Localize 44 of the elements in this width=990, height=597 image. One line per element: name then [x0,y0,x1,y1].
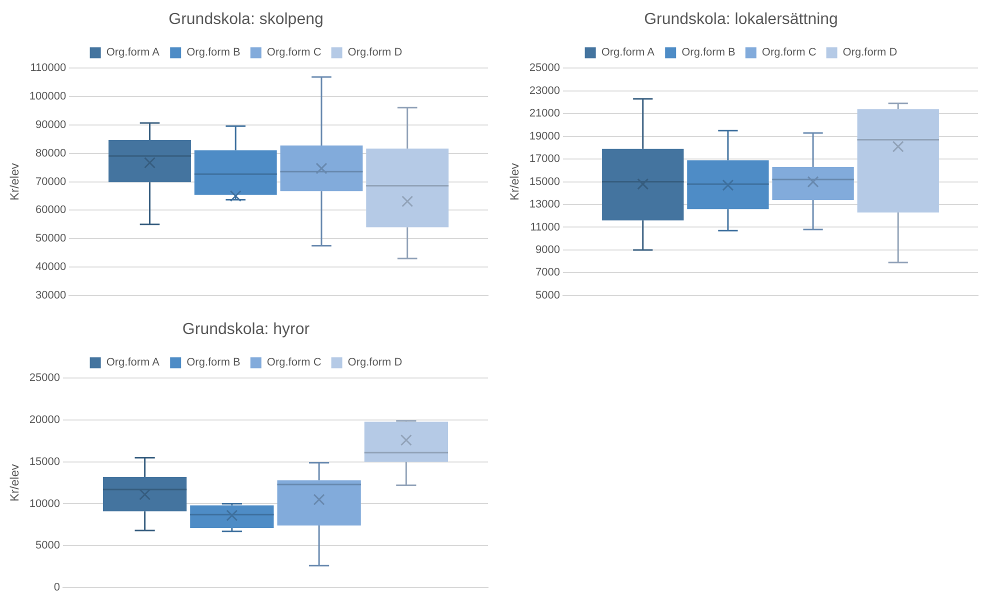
chart-title: Grundskola: hyror [182,321,310,338]
y-tick-label: 21000 [529,108,560,120]
y-tick-label: 60000 [36,204,66,216]
y-tick-label: 25000 [29,372,60,384]
y-tick-label: 30000 [36,289,66,302]
legend-label: Org.form D [842,46,898,59]
y-tick-label: 19000 [529,130,560,142]
y-tick-label: 100000 [29,90,66,103]
y-tick-label: 23000 [529,84,560,97]
legend-label: Org.form A [106,356,160,369]
legend-label: Org.form A [601,46,656,59]
y-tick-label: 70000 [36,176,66,188]
y-axis-title: Kr/elev [8,464,22,502]
y-tick-label: 9000 [536,244,560,256]
y-tick-label: 80000 [36,147,66,160]
legend-label: Org.form C [762,46,816,59]
y-tick-label: 15000 [29,456,60,468]
y-axis-title: Kr/elev [508,163,522,200]
y-tick-label: 110000 [30,62,66,74]
legend-label: Org.form B [186,46,240,59]
y-tick-label: 40000 [36,261,66,274]
legend-label: Org.form B [682,46,736,59]
y-tick-label: 17000 [529,153,560,166]
y-tick-label: 50000 [36,232,66,245]
y-axis-title: Kr/elev [8,163,22,200]
y-tick-label: 10000 [29,498,60,510]
y-tick-label: 0 [54,581,60,594]
y-tick-label: 15000 [529,176,560,188]
legend-label: Org.form C [266,356,322,369]
y-tick-label: 5000 [536,289,560,302]
y-tick-label: 25000 [529,62,560,74]
y-tick-label: 90000 [36,119,66,132]
legend-label: Org.form D [348,356,402,369]
chart-title: Grundskola: skolpeng [168,11,324,28]
y-tick-label: 7000 [536,266,560,279]
y-tick-label: 11000 [530,221,560,234]
legend-label: Org.form D [348,46,402,59]
y-tick-label: 20000 [29,414,60,426]
y-tick-label: 13000 [529,198,560,211]
legend-label: Org.form B [186,356,240,369]
chart-title: Grundskola: lokalersättning [644,11,838,28]
legend-label: Org.form A [106,46,160,59]
y-tick-label: 5000 [36,540,60,552]
legend-label: Org.form C [266,46,322,59]
